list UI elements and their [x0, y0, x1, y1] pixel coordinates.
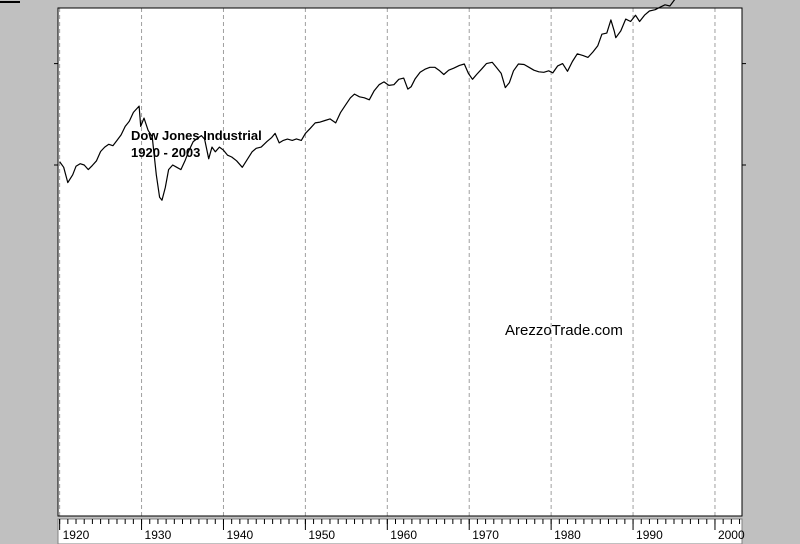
x-tick-label: 2000 — [718, 528, 745, 542]
watermark: ArezzoTrade.com — [505, 322, 623, 339]
x-axis-strip — [57, 518, 743, 544]
plot-border — [57, 7, 743, 517]
chart-title: Dow Jones Industrial — [131, 128, 262, 143]
dow-price-line — [59, 0, 676, 201]
tick-layer: 5000500010000100001500015000 — [54, 63, 746, 166]
series-layer — [59, 0, 676, 201]
grid-layer — [59, 8, 716, 516]
x-tick-label: 1990 — [636, 528, 663, 542]
x-tick-label: 1950 — [308, 528, 335, 542]
x-axis-ticks: 1920 1930 1940 1950 1960 1970 1980 1990 2000 — [59, 519, 745, 542]
chart-subtitle: 1920 - 2003 — [131, 145, 200, 160]
x-tick-label: 1980 — [554, 528, 581, 542]
x-tick-label: 1970 — [472, 528, 499, 542]
x-tick-label: 1920 — [63, 528, 90, 542]
x-tick-label: 1930 — [145, 528, 172, 542]
x-tick-label: 1960 — [390, 528, 417, 542]
plot-background — [58, 8, 742, 516]
x-tick-label: 1940 — [226, 528, 253, 542]
